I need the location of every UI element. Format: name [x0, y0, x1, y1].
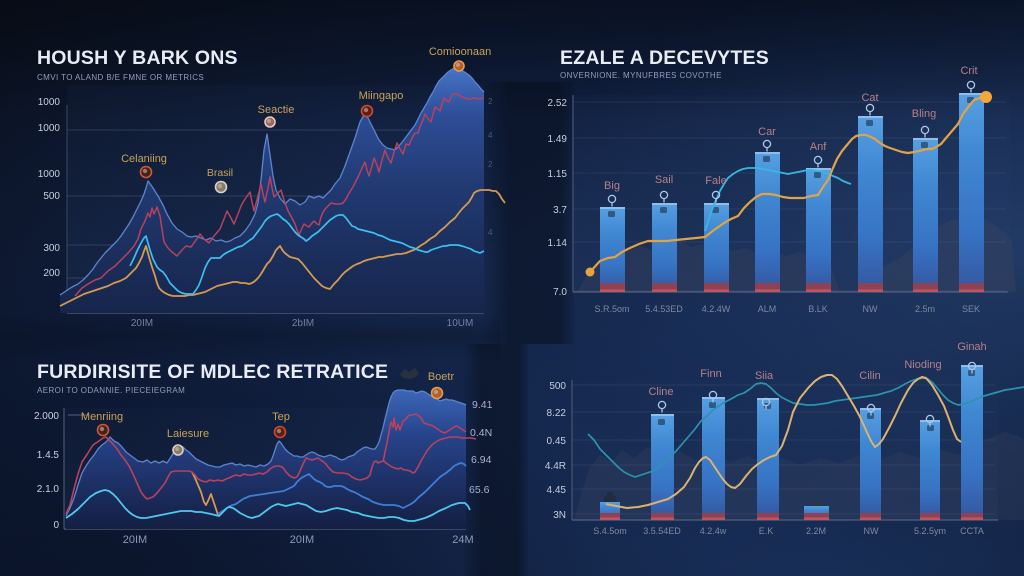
- svg-text:CCTA: CCTA: [960, 526, 984, 536]
- svg-text:Bling: Bling: [912, 108, 936, 120]
- svg-text:NW: NW: [864, 526, 879, 536]
- svg-text:Celaniing: Celaniing: [121, 153, 167, 165]
- svg-text:4: 4: [488, 228, 493, 237]
- svg-text:ALM: ALM: [758, 304, 777, 314]
- svg-text:4.2.4W: 4.2.4W: [702, 304, 731, 314]
- svg-text:Fale: Fale: [705, 175, 726, 187]
- svg-text:500: 500: [549, 381, 566, 392]
- svg-text:9.41: 9.41: [472, 399, 493, 411]
- svg-text:2.5m: 2.5m: [915, 304, 935, 314]
- svg-text:Menriing: Menriing: [81, 411, 123, 423]
- svg-text:Nioding: Nioding: [904, 359, 941, 371]
- svg-text:5.2.5ym: 5.2.5ym: [914, 526, 946, 536]
- svg-text:Comioonaan: Comioonaan: [429, 46, 491, 58]
- svg-text:1000: 1000: [38, 123, 61, 134]
- svg-text:Sail: Sail: [655, 174, 673, 186]
- svg-text:Siia: Siia: [755, 370, 774, 382]
- svg-text:0.4N: 0.4N: [470, 427, 492, 439]
- svg-text:20IM: 20IM: [123, 534, 147, 546]
- svg-text:6.94: 6.94: [471, 454, 492, 466]
- svg-text:3.7: 3.7: [553, 205, 567, 216]
- svg-text:Cilin: Cilin: [859, 370, 880, 382]
- svg-text:Finn: Finn: [700, 368, 721, 380]
- svg-text:NW: NW: [863, 304, 878, 314]
- svg-text:200: 200: [43, 268, 60, 279]
- svg-text:4.4R: 4.4R: [545, 461, 566, 472]
- svg-text:E.K: E.K: [759, 526, 774, 536]
- svg-text:8.22: 8.22: [547, 408, 567, 419]
- svg-text:7.0: 7.0: [553, 287, 567, 298]
- svg-text:20IM: 20IM: [290, 534, 314, 546]
- svg-text:2: 2: [488, 97, 493, 106]
- svg-text:Seactie: Seactie: [258, 104, 295, 116]
- svg-text:24M: 24M: [452, 534, 473, 546]
- svg-text:2: 2: [488, 160, 493, 169]
- svg-text:CMVI TO ALAND B/E FMNE OR METR: CMVI TO ALAND B/E FMNE OR METRICS: [37, 73, 204, 82]
- svg-text:5.4.53ED: 5.4.53ED: [645, 304, 683, 314]
- svg-text:1.15: 1.15: [548, 169, 568, 180]
- svg-text:FURDIRISITE OF MDLEC RETRATICE: FURDIRISITE OF MDLEC RETRATICE: [37, 361, 388, 383]
- svg-text:2.1.0: 2.1.0: [37, 484, 60, 495]
- svg-text:1.49: 1.49: [548, 134, 568, 145]
- svg-text:S.4.5om: S.4.5om: [593, 526, 627, 536]
- svg-text:3N: 3N: [553, 510, 566, 521]
- svg-text:3.5.54ED: 3.5.54ED: [643, 526, 681, 536]
- svg-text:Car: Car: [758, 126, 776, 138]
- svg-text:0: 0: [53, 520, 59, 531]
- svg-text:Cat: Cat: [861, 92, 878, 104]
- svg-text:2.52: 2.52: [548, 98, 568, 109]
- svg-text:2bIM: 2bIM: [292, 318, 314, 329]
- svg-text:4.45: 4.45: [547, 485, 567, 496]
- svg-text:AEROI TO ODANNIE. PIECEIEGRAM: AEROI TO ODANNIE. PIECEIEGRAM: [37, 386, 185, 395]
- svg-text:Brasil: Brasil: [207, 167, 233, 179]
- svg-text:S.R.5om: S.R.5om: [594, 304, 629, 314]
- svg-text:10UM: 10UM: [447, 318, 474, 329]
- svg-text:Boetr: Boetr: [428, 371, 455, 383]
- svg-text:65.6: 65.6: [469, 484, 490, 496]
- svg-text:1.14: 1.14: [548, 238, 568, 249]
- svg-text:Laiesure: Laiesure: [167, 428, 209, 440]
- svg-text:500: 500: [43, 191, 60, 202]
- svg-text:4: 4: [488, 131, 493, 140]
- svg-text:Crit: Crit: [960, 65, 977, 77]
- svg-text:Anf: Anf: [810, 141, 827, 153]
- svg-text:Ginah: Ginah: [957, 341, 986, 353]
- svg-text:Miingapo: Miingapo: [359, 90, 404, 102]
- svg-text:20IM: 20IM: [131, 318, 153, 329]
- svg-text:B.LK: B.LK: [808, 304, 828, 314]
- svg-text:1.4.5: 1.4.5: [37, 450, 60, 461]
- svg-text:2.2M: 2.2M: [806, 526, 826, 536]
- svg-text:Cline: Cline: [648, 386, 673, 398]
- svg-text:EZALE A DECEVYTES: EZALE A DECEVYTES: [560, 47, 769, 69]
- svg-text:ONVERNIONE. MYNUFBRES COVOTHE: ONVERNIONE. MYNUFBRES COVOTHE: [560, 71, 722, 80]
- svg-text:Big: Big: [604, 180, 620, 192]
- svg-text:4.2.4w: 4.2.4w: [700, 526, 727, 536]
- svg-text:2.000: 2.000: [34, 411, 59, 422]
- svg-text:300: 300: [43, 243, 60, 254]
- svg-text:Tep: Tep: [272, 411, 290, 423]
- svg-text:1000: 1000: [38, 169, 61, 180]
- svg-text:HOUSH Y BARK ONS: HOUSH Y BARK ONS: [37, 47, 238, 69]
- svg-text:0.45: 0.45: [547, 436, 567, 447]
- svg-text:1000: 1000: [38, 97, 61, 108]
- svg-text:SEK: SEK: [962, 304, 980, 314]
